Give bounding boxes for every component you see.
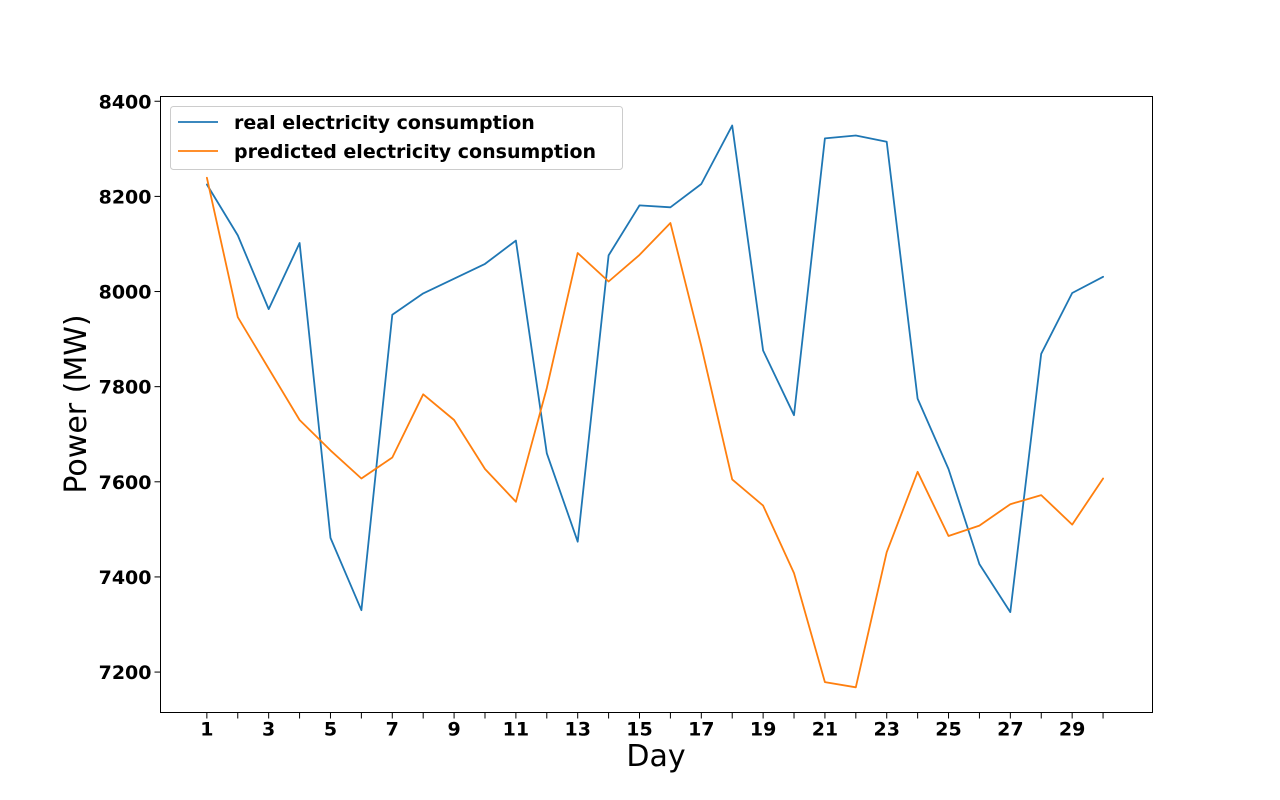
legend: real electricity consumption predicted e… xyxy=(170,106,623,170)
x-axis-label: Day xyxy=(626,739,685,774)
y-tick-label: 8200 xyxy=(99,186,152,208)
series-line-predicted xyxy=(205,176,1104,689)
x-tick-label: 9 xyxy=(447,719,460,741)
x-tick-label: 15 xyxy=(626,719,652,741)
x-tick-label: 7 xyxy=(386,719,399,741)
x-tick-label: 19 xyxy=(750,719,776,741)
x-tick-label: 25 xyxy=(935,719,961,741)
y-tick-label: 8400 xyxy=(99,91,152,113)
y-axis: 7200 7400 7600 7800 8000 8200 8400 xyxy=(99,91,161,684)
y-tick-label: 8000 xyxy=(99,282,152,304)
x-axis: 1 3 5 7 9 11 13 15 17 19 21 23 25 27 29 xyxy=(200,712,1104,741)
legend-box xyxy=(170,106,623,170)
x-tick-label: 27 xyxy=(997,719,1023,741)
x-tick-label: 17 xyxy=(688,719,714,741)
x-tick-label: 1 xyxy=(200,719,213,741)
legend-label-predicted: predicted electricity consumption xyxy=(234,141,596,163)
x-tick-label: 23 xyxy=(874,719,900,741)
series-lines xyxy=(205,124,1104,689)
plot-area xyxy=(160,96,1153,713)
legend-label-real: real electricity consumption xyxy=(234,112,535,134)
x-tick-label: 29 xyxy=(1059,719,1085,741)
x-tick-label: 13 xyxy=(564,719,590,741)
y-tick-label: 7600 xyxy=(99,472,152,494)
x-tick-label: 21 xyxy=(812,719,838,741)
x-tick-label: 3 xyxy=(262,719,275,741)
x-tick-label: 5 xyxy=(324,719,337,741)
y-tick-label: 7200 xyxy=(99,662,152,684)
y-axis-label: Power (MW) xyxy=(59,314,94,493)
x-tick-label: 11 xyxy=(503,719,529,741)
y-tick-label: 7400 xyxy=(99,567,152,589)
y-tick-label: 7800 xyxy=(99,377,152,399)
series-line-real xyxy=(205,124,1104,613)
